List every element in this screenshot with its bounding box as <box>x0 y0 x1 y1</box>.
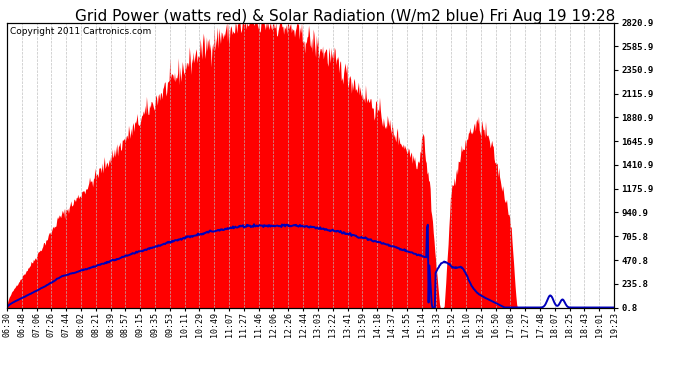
Text: Grid Power (watts red) & Solar Radiation (W/m2 blue) Fri Aug 19 19:28: Grid Power (watts red) & Solar Radiation… <box>75 9 615 24</box>
Text: Copyright 2011 Cartronics.com: Copyright 2011 Cartronics.com <box>10 27 151 36</box>
